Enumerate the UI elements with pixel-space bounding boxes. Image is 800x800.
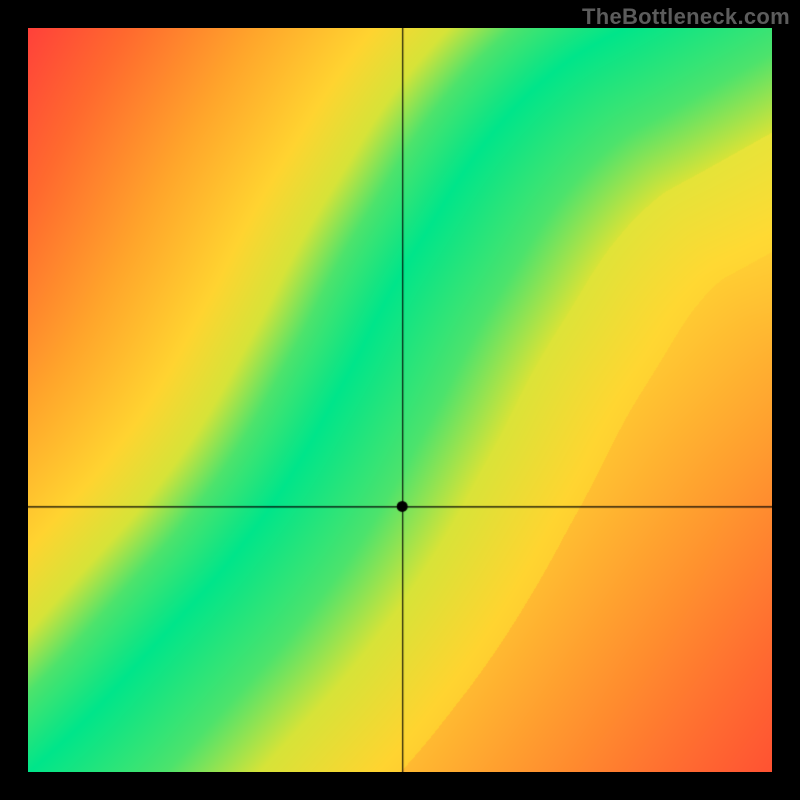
watermark-label: TheBottleneck.com <box>582 4 790 30</box>
bottleneck-heatmap <box>28 28 772 772</box>
chart-container: TheBottleneck.com <box>0 0 800 800</box>
